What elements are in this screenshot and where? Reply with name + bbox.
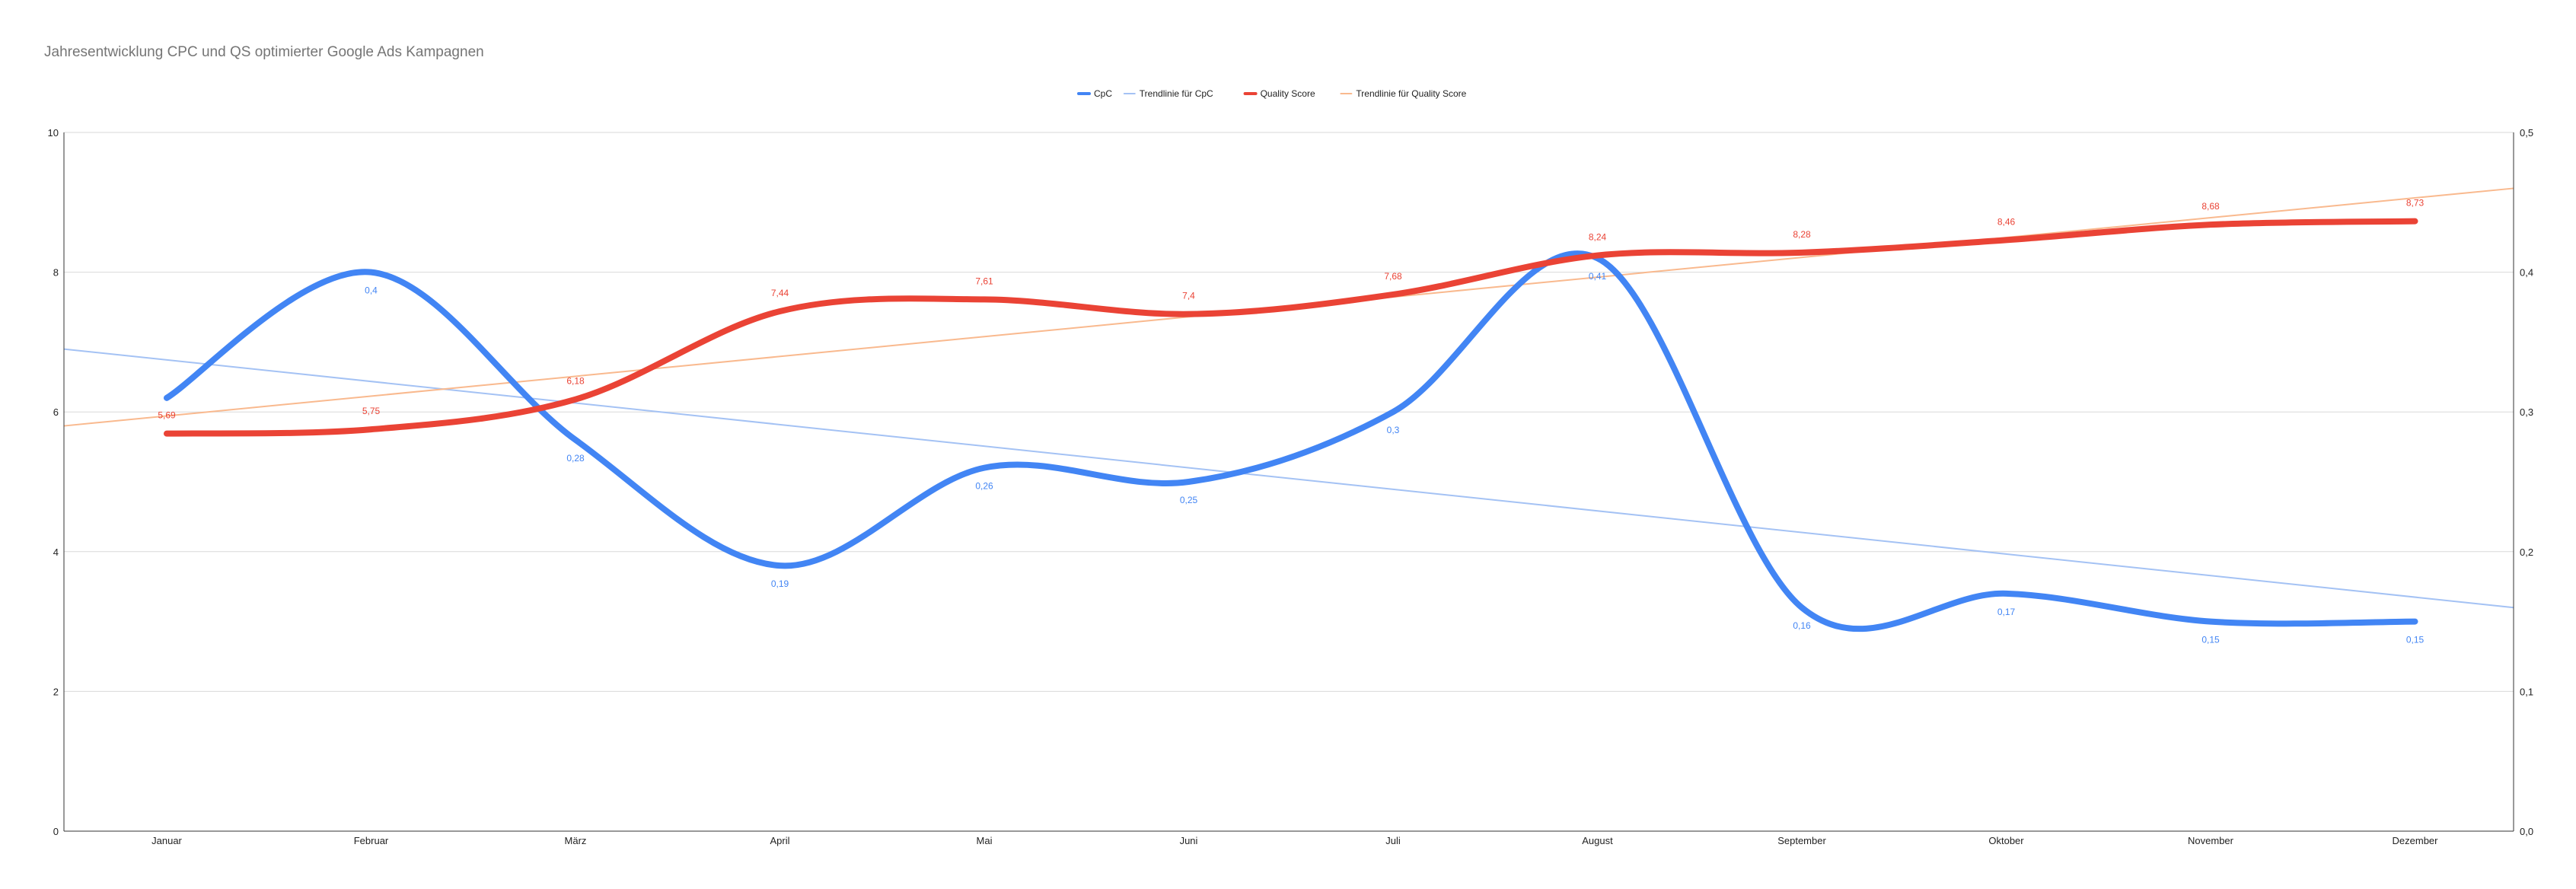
data-label: 0,15 — [2201, 635, 2220, 645]
y-left-tick-label: 8 — [53, 267, 59, 279]
data-label: 7,68 — [1384, 271, 1402, 282]
data-label: 7,61 — [975, 276, 993, 286]
data-label: 8,28 — [1793, 229, 1811, 240]
data-label: 0,3 — [1387, 425, 1400, 435]
x-tick-label: März — [565, 835, 587, 846]
data-label: 0,41 — [1589, 271, 1607, 282]
legend-label: Trendlinie für Quality Score — [1356, 88, 1466, 99]
x-tick-label: Mai — [977, 835, 993, 846]
x-tick-label: Februar — [354, 835, 389, 846]
data-label: 0,28 — [566, 453, 585, 464]
data-label: 0,4 — [365, 285, 378, 296]
data-label: 0,15 — [2406, 635, 2425, 645]
y-right-tick-label: 0,3 — [2520, 406, 2533, 418]
x-tick-label: August — [1582, 835, 1613, 846]
x-tick-label: September — [1777, 835, 1826, 846]
data-label: 7,4 — [1182, 291, 1195, 301]
y-left-tick-label: 2 — [53, 686, 59, 697]
y-left-tick-label: 6 — [53, 406, 59, 418]
y-left-tick-label: 4 — [53, 546, 59, 558]
y-left-tick-label: 10 — [48, 127, 59, 139]
data-label: 5,75 — [362, 406, 381, 416]
chart-title: Jahresentwicklung CPC und QS optimierter… — [44, 44, 484, 60]
data-label: 5,69 — [158, 410, 176, 421]
x-tick-label: Januar — [151, 835, 182, 846]
trendline — [63, 348, 2514, 609]
data-label: 0,25 — [1180, 495, 1198, 505]
y-right-tick-label: 0,2 — [2520, 546, 2533, 558]
data-label: 8,68 — [2201, 201, 2220, 212]
data-label: 8,73 — [2406, 198, 2425, 209]
data-label: 0,17 — [1997, 607, 2016, 617]
legend-label: Trendlinie für CpC — [1140, 88, 1213, 99]
y-left-tick-label: 0 — [53, 826, 59, 837]
x-tick-label: Juli — [1385, 835, 1401, 846]
grid — [64, 132, 2514, 692]
data-label: 0,19 — [771, 578, 789, 589]
legend-label: Quality Score — [1261, 88, 1315, 99]
data-labels: 0,4 0,28 0,19 0,26 0,25 0,3 0,41 0,16 0,17 0,15 0,… — [158, 198, 2424, 645]
y-right-tick-label: 0,0 — [2520, 826, 2533, 837]
x-tick-label: November — [2188, 835, 2234, 846]
x-tick-label: Oktober — [1988, 835, 2024, 846]
legend-label: CpC — [1094, 88, 1112, 99]
legend-item[interactable]: Quality Score — [1243, 88, 1315, 99]
y-right-tick-label: 0,4 — [2520, 267, 2533, 279]
y-right-tick-label: 0,5 — [2520, 127, 2533, 139]
data-label: 8,24 — [1589, 232, 1607, 243]
legend-item[interactable]: CpC — [1077, 88, 1112, 99]
data-label: 8,46 — [1997, 216, 2016, 227]
trendlines — [63, 187, 2514, 609]
data-label: 0,26 — [975, 481, 993, 492]
y-right-tick-label: 0,1 — [2520, 686, 2533, 697]
data-label: 6,18 — [566, 376, 585, 387]
legend[interactable]: CpC Trendlinie für CpC Quality Score Trendl… — [1077, 88, 1467, 99]
series-lines — [164, 218, 2418, 632]
data-label: 0,16 — [1793, 620, 1811, 631]
legend-item[interactable]: Trendlinie für Quality Score — [1340, 88, 1467, 99]
legend-item[interactable]: Trendlinie für CpC — [1123, 88, 1213, 99]
x-tick-label: Dezember — [2393, 835, 2439, 846]
series-line — [164, 218, 2418, 437]
x-tick-label: Juni — [1180, 835, 1198, 846]
data-label: 7,44 — [771, 288, 789, 298]
x-tick-label: April — [770, 835, 789, 846]
